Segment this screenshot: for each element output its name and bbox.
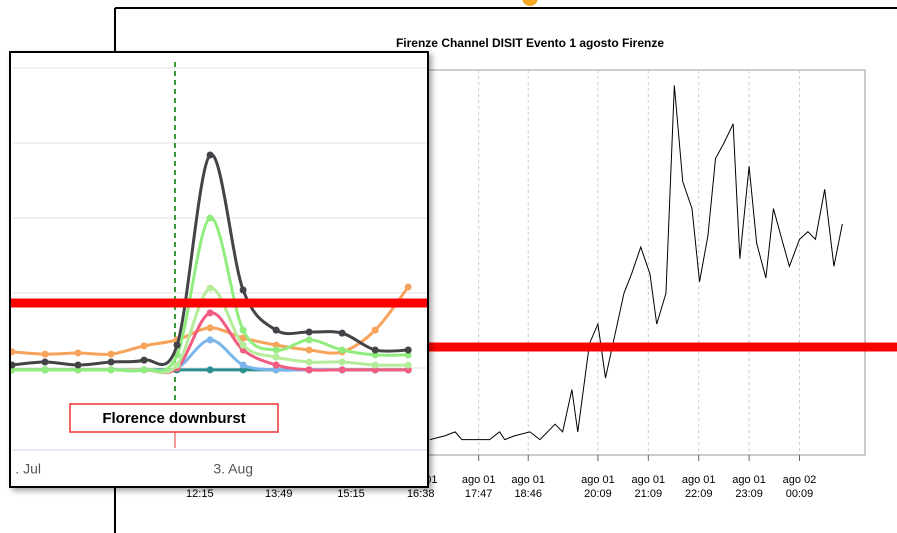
annotation: Florence downburst bbox=[102, 410, 245, 427]
x-tick-label: 3. Aug bbox=[213, 461, 253, 477]
series-marker bbox=[11, 348, 16, 356]
x-tick-label: 23:09 bbox=[735, 488, 763, 500]
x-tick-label: 17:47 bbox=[465, 488, 493, 500]
series-marker bbox=[404, 283, 412, 291]
series-marker bbox=[305, 366, 313, 374]
x-tick-label: 18:46 bbox=[514, 488, 542, 500]
series-marker bbox=[305, 336, 313, 344]
series-marker bbox=[239, 366, 247, 374]
series-marker bbox=[404, 351, 412, 359]
series-marker bbox=[272, 361, 280, 369]
series-marker bbox=[305, 358, 313, 366]
series-marker bbox=[338, 329, 346, 337]
series-marker bbox=[74, 349, 82, 357]
series-marker bbox=[41, 358, 49, 366]
x-tick-label: 15:15 bbox=[337, 488, 365, 500]
x-tick-label: 12:15 bbox=[186, 488, 214, 500]
x-tick-date: ago 01 bbox=[462, 474, 496, 486]
series-marker bbox=[272, 346, 280, 354]
x-tick-date: ago 01 bbox=[511, 474, 545, 486]
series-marker bbox=[371, 361, 379, 369]
series-marker bbox=[206, 309, 214, 317]
series-marker bbox=[272, 326, 280, 334]
data-line bbox=[429, 85, 843, 441]
series-marker bbox=[239, 361, 247, 369]
series-marker bbox=[239, 341, 247, 349]
series-marker bbox=[74, 366, 82, 374]
series-marker bbox=[371, 351, 379, 359]
series-marker bbox=[338, 358, 346, 366]
series-marker bbox=[74, 361, 82, 369]
series-marker bbox=[206, 336, 214, 344]
series-marker bbox=[371, 366, 379, 374]
series-marker bbox=[206, 284, 214, 292]
inset-plot: . Jul 3. Aug Florence downburst bbox=[11, 62, 427, 477]
series-marker bbox=[41, 366, 49, 374]
series-marker bbox=[11, 361, 16, 369]
series-marker bbox=[305, 328, 313, 336]
series-marker bbox=[404, 346, 412, 354]
x-tick-label: 21:09 bbox=[635, 488, 663, 500]
series-marker bbox=[206, 151, 214, 159]
indicator bbox=[522, 0, 538, 6]
x-tick-label: 00:09 bbox=[786, 488, 814, 500]
series-marker bbox=[404, 366, 412, 374]
series-marker bbox=[107, 350, 115, 358]
x-tick-label: 20:09 bbox=[584, 488, 612, 500]
x-tick-date: ago 01 bbox=[682, 474, 716, 486]
series-marker bbox=[371, 346, 379, 354]
series-marker bbox=[41, 350, 49, 358]
series-marker bbox=[305, 346, 313, 354]
series-marker bbox=[107, 358, 115, 366]
series-marker bbox=[206, 214, 214, 222]
series-marker bbox=[107, 366, 115, 374]
series-marker bbox=[206, 324, 214, 332]
series-marker bbox=[272, 353, 280, 361]
x-tick-date: ago 02 bbox=[783, 474, 817, 486]
inset-chart: . Jul 3. Aug Florence downburst bbox=[9, 51, 429, 488]
x-tick-date: ago 01 bbox=[581, 474, 615, 486]
series-marker bbox=[140, 342, 148, 350]
series-marker bbox=[206, 366, 214, 374]
series-marker bbox=[140, 356, 148, 364]
series-marker bbox=[140, 366, 148, 374]
x-tick-label: 13:49 bbox=[265, 488, 293, 500]
x-tick-label: . Jul bbox=[15, 461, 41, 477]
series-marker bbox=[371, 326, 379, 334]
series-marker bbox=[239, 326, 247, 334]
series-marker bbox=[239, 286, 247, 294]
x-tick-label: 22:09 bbox=[685, 488, 713, 500]
x-tick-date: ago 01 bbox=[732, 474, 766, 486]
series-marker bbox=[272, 366, 280, 374]
series-marker bbox=[404, 361, 412, 369]
series-marker bbox=[173, 341, 181, 349]
series-marker bbox=[173, 361, 181, 369]
chart-title: Firenze Channel DISIT Evento 1 agosto Fi… bbox=[396, 36, 664, 50]
x-tick-date: ago 01 bbox=[631, 474, 665, 486]
x-tick-label: 16:38 bbox=[407, 488, 435, 500]
series-marker bbox=[338, 346, 346, 354]
annotation-box bbox=[69, 403, 279, 433]
series-marker bbox=[338, 366, 346, 374]
series-marker bbox=[272, 341, 280, 349]
